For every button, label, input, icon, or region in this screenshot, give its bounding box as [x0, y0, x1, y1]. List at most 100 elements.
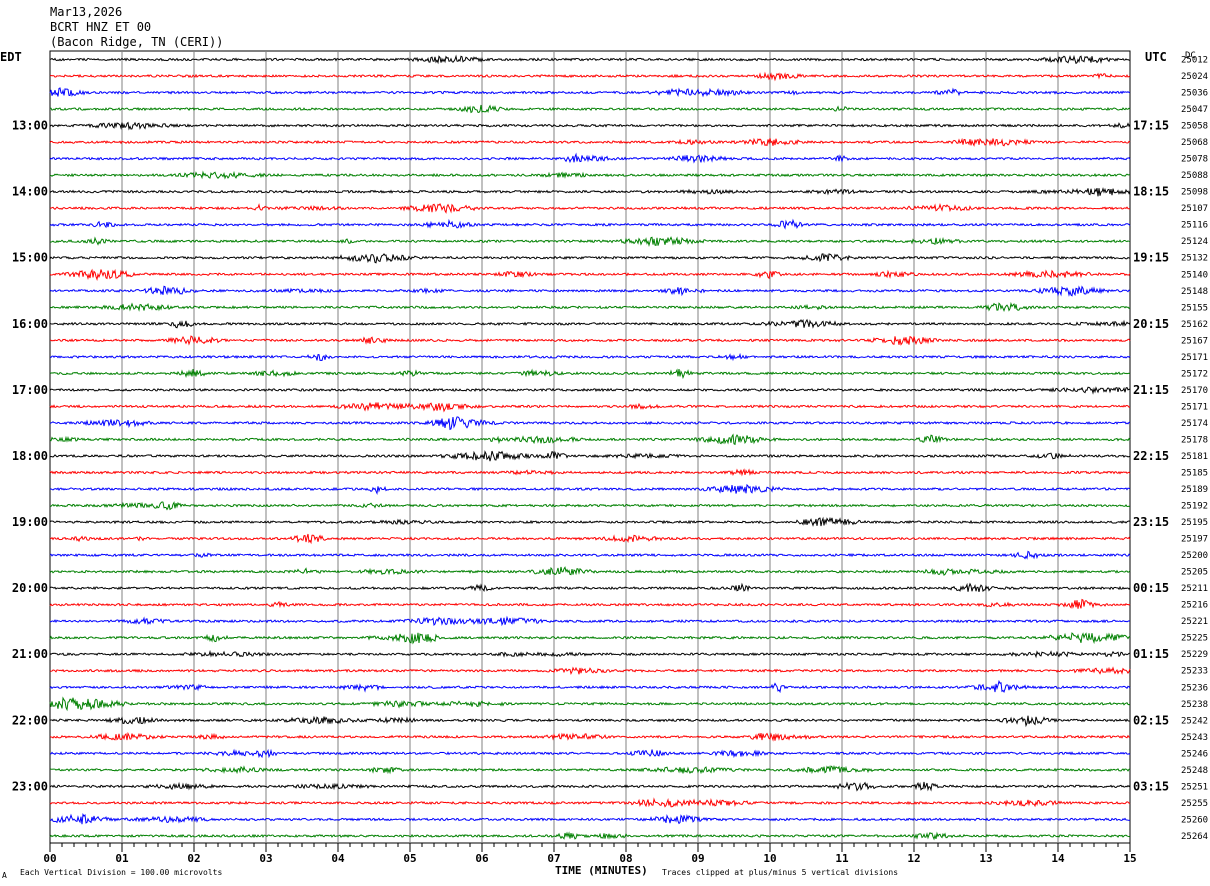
- trace-line: [49, 236, 1131, 248]
- plot-frame: [49, 50, 1131, 844]
- trace-line: [49, 748, 1131, 759]
- left-hour-label: 19:00: [12, 515, 48, 529]
- dc-offset-labels: 25012 25024 25036 25047 25058 25068 25078 25088…: [1181, 56, 1208, 842]
- x-axis-label: TIME (MINUTES): [555, 864, 648, 877]
- trace-line: [49, 368, 1131, 380]
- trace-line: [49, 715, 1131, 728]
- dc-offset-label: 25058: [1181, 122, 1208, 132]
- right-hour-label: 03:15: [1133, 779, 1169, 793]
- x-tick-label: 13: [979, 852, 992, 865]
- trace-line: [49, 501, 1131, 511]
- trace-line: [49, 301, 1131, 312]
- trace-line: [49, 402, 1131, 413]
- trace-line: [49, 335, 1131, 346]
- trace-line: [49, 468, 1131, 477]
- scale-note: Each Vertical Division = 100.00 microvol…: [20, 868, 222, 877]
- trace-line: [49, 218, 1131, 230]
- x-tick-label: 00: [43, 852, 56, 865]
- left-hour-labels: 13:00 14:00 15:00 16:00 17:00 18:00 19:00 20:00…: [12, 119, 48, 794]
- trace-line: [49, 483, 1131, 495]
- trace-line: [49, 433, 1131, 446]
- trace-line: [49, 170, 1131, 180]
- dc-offset-label: 25155: [1181, 303, 1208, 313]
- dc-offset-label: 25185: [1181, 469, 1208, 479]
- x-tick-label: 11: [835, 852, 849, 865]
- trace-line: [49, 781, 1131, 792]
- left-hour-label: 14:00: [12, 185, 48, 199]
- dc-offset-label: 25047: [1181, 105, 1208, 115]
- dc-offset-label: 25012: [1181, 56, 1208, 66]
- trace-line: [49, 450, 1131, 462]
- dc-offset-label: 25171: [1181, 402, 1208, 412]
- trace-line: [49, 813, 1131, 825]
- dc-offset-label: 25264: [1181, 832, 1208, 842]
- dc-offset-label: 25171: [1181, 353, 1208, 363]
- trace-line: [49, 666, 1131, 676]
- header-channel: BCRT HNZ ET 00: [50, 20, 151, 34]
- dc-offset-label: 25178: [1181, 435, 1208, 445]
- dc-offset-label: 25246: [1181, 749, 1208, 759]
- x-tick-label: 07: [547, 852, 560, 865]
- trace-line: [49, 731, 1131, 742]
- dc-offset-label: 25167: [1181, 336, 1208, 346]
- right-hour-labels: 17:15 18:15 19:15 20:15 21:15 22:15 23:15 00:15…: [1133, 119, 1169, 794]
- trace-line: [49, 268, 1131, 281]
- right-hour-label: 21:15: [1133, 383, 1169, 397]
- dc-offset-label: 25098: [1181, 188, 1208, 198]
- dc-offset-label: 25036: [1181, 89, 1208, 99]
- dc-offset-label: 25255: [1181, 799, 1208, 809]
- dc-offset-label: 25238: [1181, 700, 1208, 710]
- trace-line: [49, 386, 1131, 395]
- dc-offset-label: 25172: [1181, 369, 1208, 379]
- x-tick-label: 01: [115, 852, 129, 865]
- trace-line: [49, 797, 1131, 808]
- trace-line: [49, 121, 1131, 131]
- x-axis-ticks: 00 01 02 03 04 05 06 07 08 09 10 11 12 13 14 15: [43, 843, 1137, 865]
- right-hour-label: 22:15: [1133, 449, 1169, 463]
- dc-offset-label: 25211: [1181, 584, 1208, 594]
- dc-offset-label: 25243: [1181, 733, 1208, 743]
- x-tick-label: 08: [619, 852, 632, 865]
- dc-offset-label: 25068: [1181, 138, 1208, 148]
- dc-offset-label: 25260: [1181, 815, 1208, 825]
- trace-line: [49, 71, 1131, 82]
- dc-offset-label: 25216: [1181, 601, 1208, 611]
- dc-offset-label: 25225: [1181, 634, 1208, 644]
- left-hour-label: 20:00: [12, 581, 48, 595]
- left-hour-label: 21:00: [12, 647, 48, 661]
- x-tick-label: 06: [475, 852, 489, 865]
- dc-offset-label: 25170: [1181, 386, 1208, 396]
- trace-line: [49, 416, 1131, 431]
- trace-line: [49, 679, 1131, 694]
- x-tick-label: 05: [403, 852, 416, 865]
- dc-offset-label: 25162: [1181, 320, 1208, 330]
- dc-label: DC: [1185, 51, 1196, 61]
- trace-line: [49, 582, 1131, 593]
- left-hour-label: 15:00: [12, 251, 48, 265]
- dc-offset-label: 25192: [1181, 502, 1208, 512]
- dc-offset-label: 25233: [1181, 667, 1208, 677]
- dc-offset-label: 25195: [1181, 518, 1208, 528]
- header-date: Mar13,2026: [50, 5, 122, 19]
- trace-line: [49, 87, 1131, 98]
- trace-line: [49, 202, 1131, 214]
- right-hour-label: 18:15: [1133, 185, 1169, 199]
- trace-line: [49, 533, 1131, 545]
- dc-offset-label: 25236: [1181, 683, 1208, 693]
- trace-line: [49, 566, 1131, 576]
- dc-offset-label: 25248: [1181, 766, 1208, 776]
- right-timezone-label: UTC: [1145, 50, 1167, 64]
- left-hour-label: 13:00: [12, 119, 48, 133]
- trace-line: [49, 187, 1131, 197]
- trace-line: [49, 615, 1131, 627]
- dc-offset-label: 25088: [1181, 171, 1208, 181]
- trace-line: [49, 550, 1131, 560]
- dc-offset-label: 25242: [1181, 716, 1208, 726]
- x-tick-label: 12: [907, 852, 920, 865]
- trace-line: [49, 104, 1131, 114]
- header-location: (Bacon Ridge, TN (CERI)): [50, 35, 223, 49]
- trace-line: [49, 137, 1131, 147]
- dc-offset-label: 25148: [1181, 287, 1208, 297]
- trace-line: [49, 54, 1131, 65]
